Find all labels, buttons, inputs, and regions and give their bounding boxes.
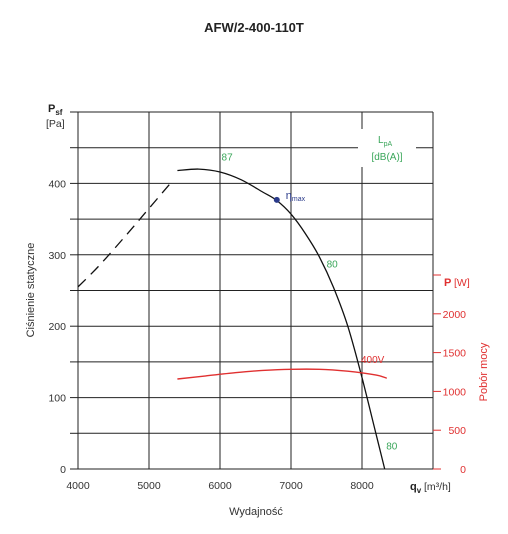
lpa-legend: LpA [dB(A)] [358,129,416,167]
x-tick-label: 8000 [350,480,374,492]
y2-tick-label: 2000 [443,309,467,321]
series-line-pressure [177,168,386,470]
x-unit-symbol: q [410,481,417,493]
y-tick-label: 200 [48,321,66,333]
lpa-symbol: LpA [378,135,392,148]
x-axis-label: Wydajność [229,506,283,518]
y-axis-unit: Psf [Pa] [46,103,65,130]
y2-tick-label: 1000 [443,386,467,398]
y2-unit: [W] [454,277,470,289]
annotation-label: 80 [386,442,398,453]
annotation-label: 80 [327,260,339,271]
y-unit: [Pa] [46,118,65,130]
y-tick-label: 300 [48,250,66,262]
y-unit-sub: sf [55,108,62,117]
y-tick-label: 100 [48,393,66,405]
grid [70,111,441,470]
y2-tick-label: 0 [460,464,466,476]
max-efficiency-label: ηmax [286,190,306,203]
eta-symbol: η [286,190,292,202]
x-unit-symbol-label: qv [410,481,422,495]
y-tick-label: 0 [60,464,66,476]
max-efficiency-point: ηmax [273,190,306,203]
lpa-letter: L [378,135,384,146]
y2-axis-label: Pobór mocy [478,342,490,401]
y2-tick-label: 1500 [443,348,467,360]
y-unit-symbol-label: Psf [48,103,63,117]
annotation-label: 400V [361,355,385,366]
lpa-subscript: pA [384,141,393,148]
tick-labels: 4000 5000 6000 7000 800001002003004000500100… [48,178,466,492]
eta-subscript: max [292,196,306,203]
x-unit: [m³/h] [424,481,451,493]
y-tick-label: 400 [48,178,66,190]
lpa-unit: [dB(A)] [371,152,402,163]
y2-unit-symbol: P [444,277,451,289]
x-unit-sub: v [417,486,422,495]
chart-title: AFW/2-400-110T [204,20,304,35]
x-axis-unit: qv [m³/h] [410,481,451,495]
x-tick-label: 5000 [137,480,161,492]
series-group [77,168,388,470]
lpa-legend-bg [358,129,416,167]
y2-axis-unit: P [W] [444,277,470,289]
y-axis-label: Ciśnienie statyczne [25,243,37,338]
annotation-label: 87 [222,153,234,164]
y-unit-symbol: P [48,103,55,115]
x-tick-label: 4000 [66,480,90,492]
series-line-pressure-unstable [77,182,171,288]
max-efficiency-marker [273,196,280,203]
series-line-power [177,368,388,380]
x-tick-label: 6000 [208,480,232,492]
y2-tick-label: 500 [448,425,466,437]
x-tick-label: 7000 [279,480,303,492]
annotations: 87 80 80 400V [222,153,398,453]
